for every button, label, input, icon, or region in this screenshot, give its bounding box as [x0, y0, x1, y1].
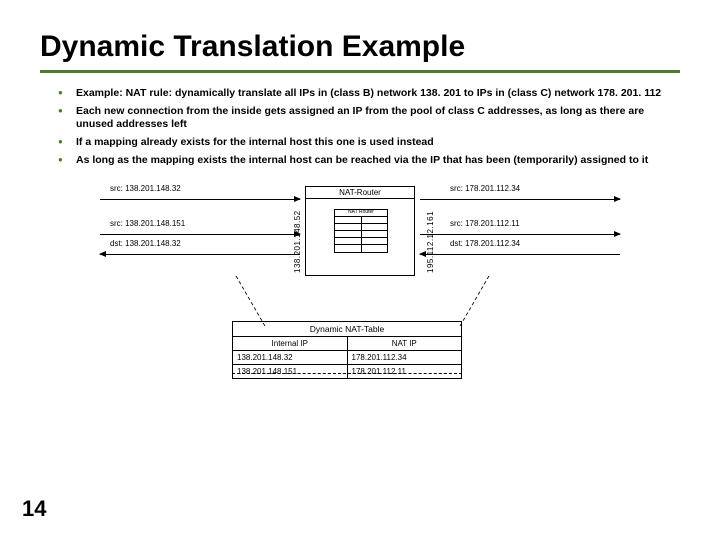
arrow-right-icon [100, 234, 300, 235]
table-header-cell: NAT IP [348, 337, 462, 350]
router-inner-table: NAT Router [334, 209, 388, 253]
ip-label-src-right-mid: src: 178.201.112.11 [450, 219, 520, 228]
table-cell: 178.201.112.34 [348, 351, 462, 364]
title-underline [40, 70, 680, 73]
nat-router-label: NAT-Router [306, 187, 414, 199]
table-header-cell: Internal IP [233, 337, 348, 350]
nat-table-title: Dynamic NAT-Table [233, 322, 461, 337]
table-row: Internal IP NAT IP [233, 337, 461, 351]
dynamic-nat-table: Dynamic NAT-Table Internal IP NAT IP 138… [232, 321, 462, 379]
table-cell: 138.201.148.32 [233, 351, 348, 364]
ip-label-dst-left: dst: 138.201.148.32 [110, 239, 181, 248]
arrow-left-icon [100, 254, 300, 255]
bullet-item: If a mapping already exists for the inte… [58, 136, 680, 150]
interface-label-left: 138.201.148.52 [293, 211, 302, 274]
ip-label-dst-right: dst: 178.201.112.34 [450, 239, 520, 248]
table-cell: 138.201.148.151 [233, 365, 348, 378]
bullet-item: Each new connection from the inside gets… [58, 105, 680, 132]
interface-label-right: 195.112.12.161 [426, 211, 435, 273]
dashed-line [236, 276, 350, 326]
table-row: 138.201.148.32 178.201.112.34 [233, 351, 461, 365]
bullet-list: Example: NAT rule: dynamically translate… [40, 87, 680, 167]
arrow-right-icon [420, 234, 620, 235]
table-cell: 178.201.112.11 [348, 365, 462, 378]
arrow-left-icon [420, 254, 620, 255]
slide: Dynamic Translation Example Example: NAT… [0, 0, 720, 540]
page-number: 14 [22, 496, 46, 522]
dashed-line [376, 276, 490, 326]
ip-label-src-left-top: src: 138.201.148.32 [110, 184, 181, 193]
nat-router-box: NAT-Router NAT Router [305, 186, 415, 276]
bullet-item: As long as the mapping exists the intern… [58, 154, 680, 168]
slide-title: Dynamic Translation Example [40, 30, 680, 64]
table-row: 138.201.148.151 178.201.112.11 [233, 365, 461, 378]
bullet-item: Example: NAT rule: dynamically translate… [58, 87, 680, 101]
arrow-right-icon [420, 199, 620, 200]
ip-label-src-right-top: src: 178.201.112.34 [450, 184, 520, 193]
arrow-right-icon [100, 199, 300, 200]
ip-label-src-left-mid: src: 138.201.148.151 [110, 219, 185, 228]
nat-diagram: src: 138.201.148.32 src: 138.201.148.151… [80, 181, 640, 311]
